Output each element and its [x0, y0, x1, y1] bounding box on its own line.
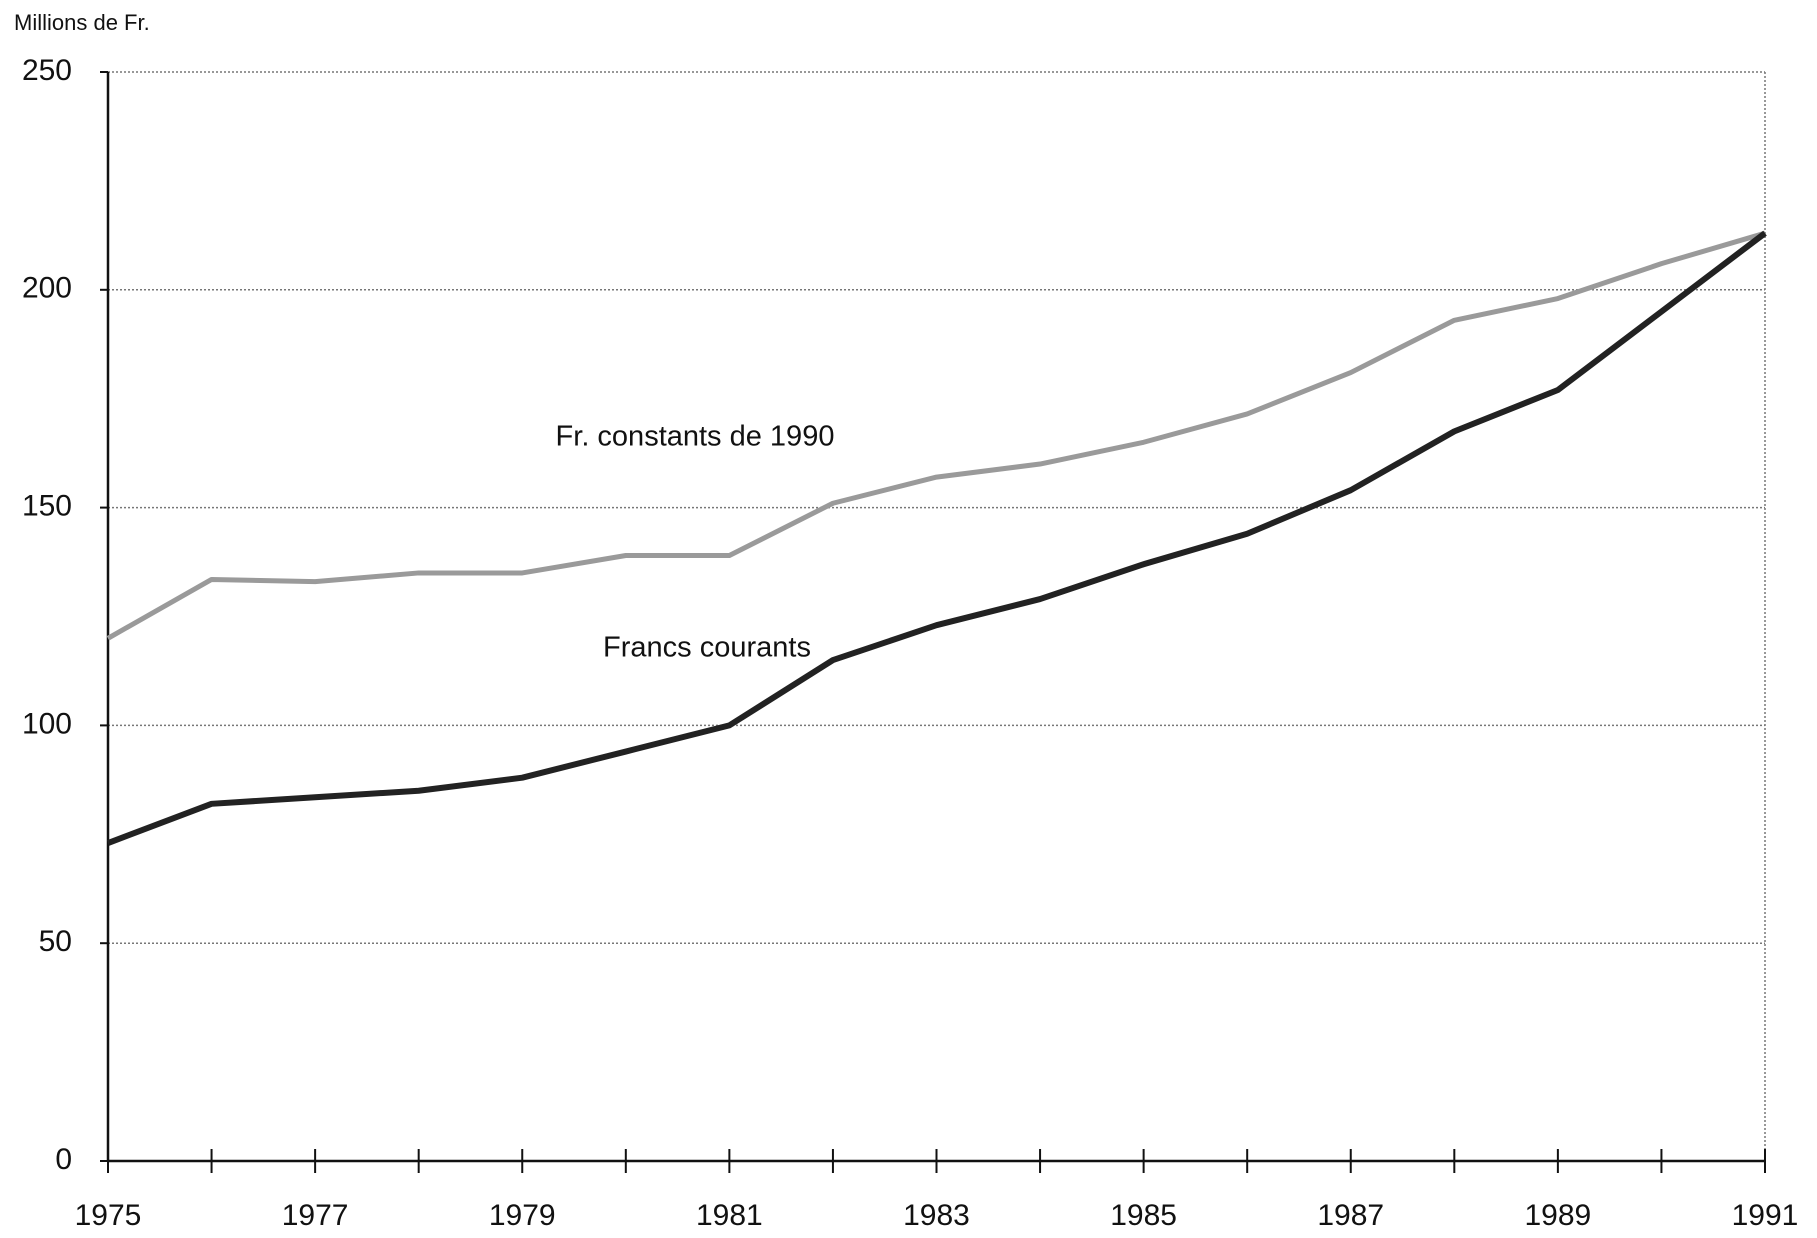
y-axis-label: Millions de Fr. [14, 10, 150, 35]
x-tick-label: 1987 [1317, 1199, 1384, 1232]
x-tick-label: 1977 [282, 1199, 349, 1232]
y-tick-label: 100 [22, 707, 72, 740]
y-tick-label: 0 [55, 1143, 72, 1176]
x-tick-label: 1979 [489, 1199, 556, 1232]
series-label: Fr. constants de 1990 [556, 421, 835, 453]
series-line [106, 230, 1767, 846]
series-line [106, 230, 1766, 641]
y-tick-label: 250 [22, 54, 72, 87]
x-tick-label: 1989 [1525, 1199, 1592, 1232]
x-tick-label: 1985 [1110, 1199, 1177, 1232]
x-tick-label: 1991 [1732, 1199, 1799, 1232]
y-tick-label: 150 [22, 490, 72, 523]
series-label: Francs courants [603, 632, 811, 664]
x-tick-label: 1983 [903, 1199, 970, 1232]
y-tick-label: 200 [22, 272, 72, 305]
y-tick-label: 50 [39, 925, 72, 958]
x-tick-label: 1981 [696, 1199, 763, 1232]
x-tick-label: 1975 [75, 1199, 142, 1232]
